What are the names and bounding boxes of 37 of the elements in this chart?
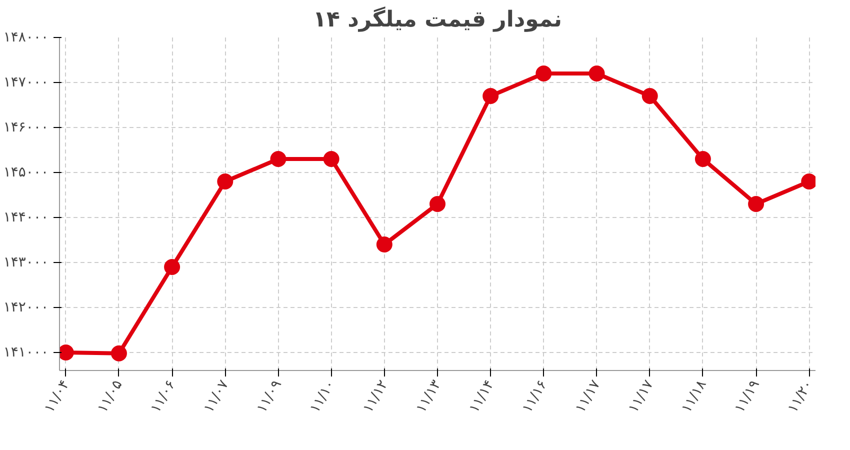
point — [694, 151, 711, 167]
point — [482, 88, 499, 104]
y-tick-label: ۱۴۸۰۰۰ — [3, 30, 49, 46]
x-tick-label: ۱۱/۲۰ — [784, 378, 816, 416]
x-tick-label: ۱۱/۱۲ — [360, 378, 392, 416]
x-tick-label: ۱۱/۱۹ — [732, 378, 763, 416]
y-tick-label: ۱۴۲۰۰۰ — [3, 300, 49, 316]
x-tick-label: ۱۱/۰۶ — [148, 378, 179, 416]
y-tick-label: ۱۴۱۰۰۰ — [3, 344, 49, 360]
point — [536, 66, 552, 82]
point — [110, 345, 127, 362]
y-tick-label: ۱۴۵۰۰۰ — [3, 164, 49, 180]
x-tick-label: ۱۱/۱۶ — [519, 378, 551, 416]
point — [588, 66, 605, 82]
x-tick-label: ۱۱/۰۵ — [94, 378, 126, 416]
chart-title: نمودار قیمت میلگرد ۱۴ — [313, 6, 562, 32]
x-tick-label: ۱۱/۱۳ — [413, 377, 445, 416]
x-tick-label: ۱۱/۱۰ — [306, 378, 338, 416]
point — [376, 236, 392, 252]
point — [217, 174, 234, 190]
x-tick-label: ۱۱/۰۹ — [254, 378, 286, 416]
y-tick-label: ۱۴۴۰۰۰ — [3, 210, 49, 226]
y-tick-label: ۱۴۶۰۰۰ — [3, 120, 49, 136]
point — [430, 196, 446, 212]
point — [642, 88, 658, 104]
x-tick-label: ۱۱/۱۴ — [466, 378, 498, 416]
x-tick-label: ۱۱/۰۴ — [42, 378, 73, 416]
y-tick-label: ۱۴۳۰۰۰ — [3, 254, 49, 270]
x-tick-label: ۱۱/۱۷ — [626, 377, 658, 416]
point — [323, 151, 340, 167]
y-tick-label: ۱۴۷۰۰۰ — [3, 74, 49, 90]
point — [164, 259, 180, 275]
x-tick-label: ۱۱/۱۸ — [678, 377, 710, 416]
x-tick-label: ۱۱/۱۷ — [572, 377, 604, 416]
point — [748, 196, 764, 212]
x-tick-label: ۱۱/۰۷ — [200, 377, 232, 416]
point — [270, 151, 286, 167]
